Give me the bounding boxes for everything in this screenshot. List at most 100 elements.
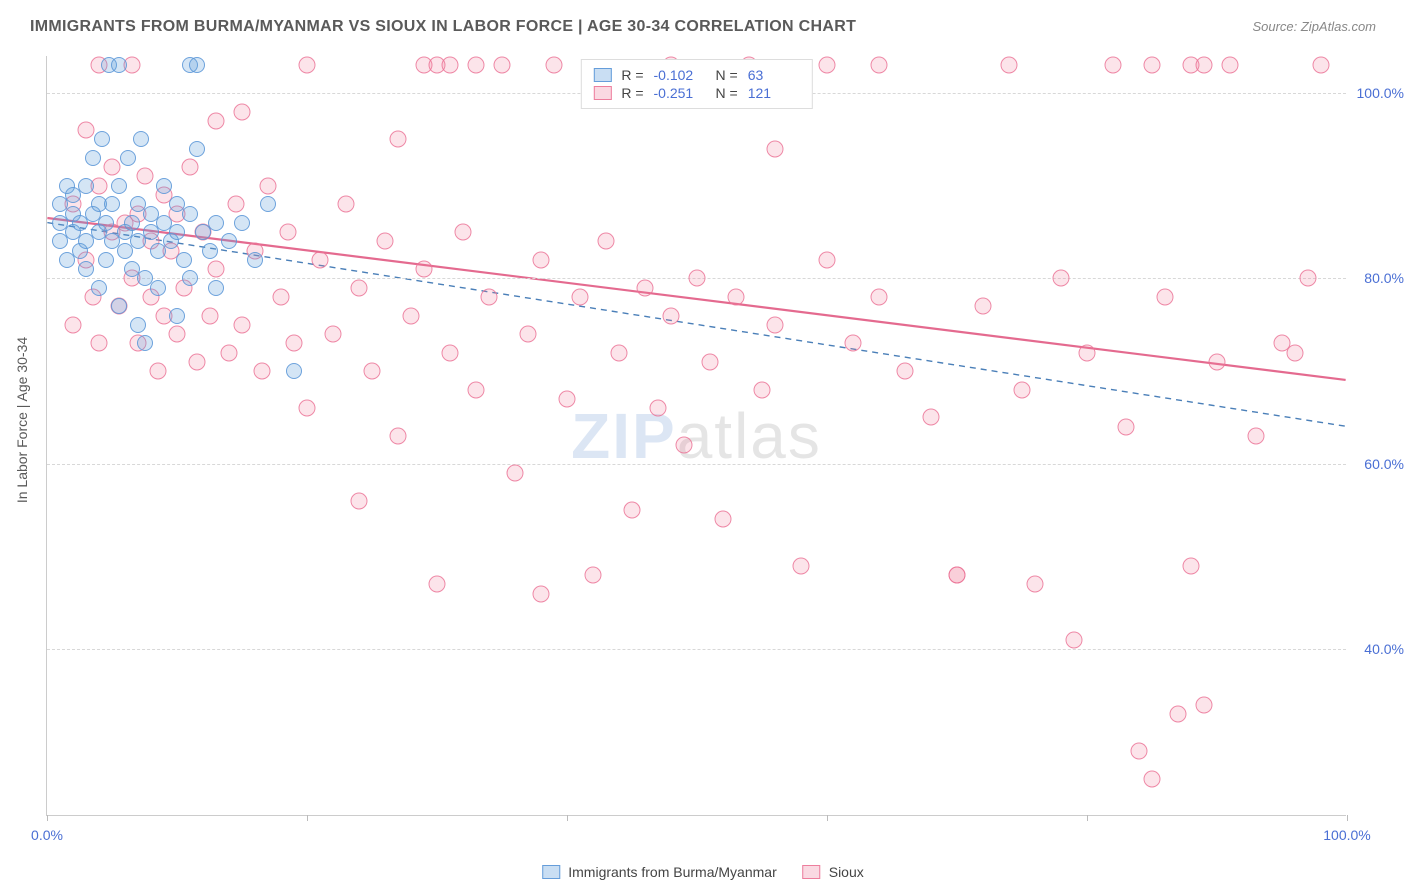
- x-tick: [47, 815, 48, 821]
- data-point: [111, 178, 127, 194]
- x-tick: [567, 815, 568, 821]
- data-point: [221, 233, 237, 249]
- data-point: [208, 215, 224, 231]
- data-point: [325, 326, 342, 343]
- data-point: [494, 57, 511, 74]
- data-point: [120, 150, 136, 166]
- data-point: [533, 585, 550, 602]
- n-value: 63: [748, 67, 800, 83]
- gridline: [47, 649, 1346, 650]
- data-point: [182, 270, 198, 286]
- data-point: [208, 112, 225, 129]
- watermark-atlas: atlas: [677, 400, 822, 472]
- data-point: [188, 353, 205, 370]
- data-point: [637, 279, 654, 296]
- y-tick-label: 60.0%: [1364, 456, 1404, 472]
- data-point: [247, 252, 263, 268]
- legend-stat-row: R = -0.102N = 63: [593, 67, 799, 83]
- data-point: [169, 224, 185, 240]
- data-point: [845, 335, 862, 352]
- data-point: [455, 224, 472, 241]
- data-point: [767, 316, 784, 333]
- y-tick-label: 100.0%: [1357, 85, 1404, 101]
- data-point: [1157, 288, 1174, 305]
- data-point: [78, 261, 94, 277]
- swatch-icon: [593, 86, 611, 100]
- data-point: [202, 243, 218, 259]
- data-point: [416, 261, 433, 278]
- data-point: [260, 177, 277, 194]
- data-point: [546, 57, 563, 74]
- data-point: [338, 196, 355, 213]
- data-point: [611, 344, 628, 361]
- data-point: [234, 103, 251, 120]
- data-point: [98, 215, 114, 231]
- data-point: [1209, 353, 1226, 370]
- data-point: [1170, 706, 1187, 723]
- data-point: [1196, 696, 1213, 713]
- legend-series: Immigrants from Burma/MyanmarSioux: [542, 864, 864, 880]
- data-point: [189, 141, 205, 157]
- trend-lines: [47, 56, 1346, 815]
- legend-item: Sioux: [803, 864, 864, 880]
- y-tick-label: 80.0%: [1364, 270, 1404, 286]
- data-point: [176, 252, 192, 268]
- x-tick-label: 0.0%: [31, 827, 63, 843]
- data-point: [124, 215, 140, 231]
- data-point: [1079, 344, 1096, 361]
- data-point: [351, 279, 368, 296]
- data-point: [1300, 270, 1317, 287]
- data-point: [1001, 57, 1018, 74]
- data-point: [533, 251, 550, 268]
- legend-label: Sioux: [829, 864, 864, 880]
- legend-stat-row: R = -0.251N = 121: [593, 85, 799, 101]
- x-tick-label: 100.0%: [1323, 827, 1370, 843]
- data-point: [1183, 557, 1200, 574]
- x-tick: [827, 815, 828, 821]
- data-point: [1014, 381, 1031, 398]
- data-point: [689, 270, 706, 287]
- data-point: [136, 168, 153, 185]
- data-point: [481, 288, 498, 305]
- data-point: [676, 437, 693, 454]
- data-point: [1105, 57, 1122, 74]
- data-point: [78, 122, 95, 139]
- data-point: [559, 390, 576, 407]
- data-point: [377, 233, 394, 250]
- data-point: [208, 261, 225, 278]
- data-point: [507, 465, 524, 482]
- data-point: [156, 178, 172, 194]
- data-point: [871, 57, 888, 74]
- data-point: [1027, 576, 1044, 593]
- data-point: [104, 196, 120, 212]
- data-point: [234, 316, 251, 333]
- data-point: [403, 307, 420, 324]
- data-point: [819, 57, 836, 74]
- data-point: [351, 492, 368, 509]
- data-point: [253, 363, 270, 380]
- r-label: R =: [621, 67, 643, 83]
- data-point: [312, 251, 329, 268]
- data-point: [279, 224, 296, 241]
- data-point: [442, 344, 459, 361]
- data-point: [260, 196, 276, 212]
- data-point: [299, 57, 316, 74]
- chart-title: IMMIGRANTS FROM BURMA/MYANMAR VS SIOUX I…: [30, 18, 856, 36]
- data-point: [91, 335, 108, 352]
- data-point: [468, 381, 485, 398]
- data-point: [299, 400, 316, 417]
- data-point: [111, 298, 127, 314]
- data-point: [149, 363, 166, 380]
- x-tick: [307, 815, 308, 821]
- data-point: [1313, 57, 1330, 74]
- source-label: Source: ZipAtlas.com: [1252, 19, 1376, 34]
- data-point: [715, 511, 732, 528]
- swatch-icon: [593, 68, 611, 82]
- data-point: [182, 206, 198, 222]
- swatch-icon: [803, 865, 821, 879]
- data-point: [819, 251, 836, 268]
- plot-area: R = -0.102N = 63R = -0.251N = 121 ZIPatl…: [46, 56, 1346, 816]
- gridline: [47, 464, 1346, 465]
- data-point: [130, 317, 146, 333]
- swatch-icon: [542, 865, 560, 879]
